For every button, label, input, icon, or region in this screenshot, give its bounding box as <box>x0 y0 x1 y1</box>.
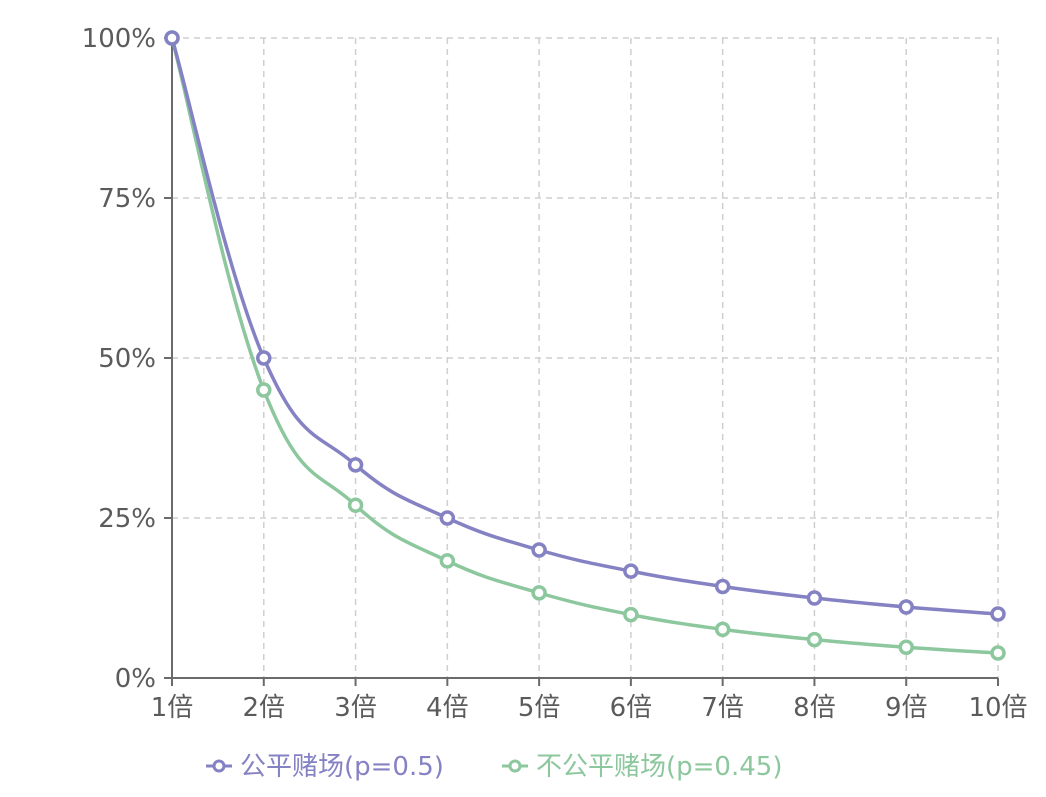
x-tick-label: 1倍 <box>151 693 194 723</box>
data-point <box>898 599 914 615</box>
legend-item-1: 公平赌场(p=0.5) <box>206 752 444 782</box>
tick-labels: 0% 25% 50% 75% 100% 1倍 2倍 3倍 4倍 5倍 6倍 7倍 8倍 9倍 10倍 <box>82 24 1028 723</box>
data-point <box>623 606 639 623</box>
data-point <box>714 578 731 595</box>
data-point <box>347 457 364 473</box>
data-point <box>806 631 823 648</box>
data-point <box>347 497 364 513</box>
series <box>164 30 1006 661</box>
data-point <box>439 553 456 569</box>
y-tick-label: 100% <box>82 24 156 54</box>
data-point <box>256 382 272 398</box>
series-1 <box>164 30 1006 622</box>
data-point <box>623 563 639 579</box>
legend-marker-icon <box>508 759 522 773</box>
data-point <box>439 510 456 526</box>
x-tick-label: 9倍 <box>885 693 928 723</box>
x-tick-label: 4倍 <box>426 693 469 723</box>
y-tick-label: 50% <box>98 344 156 374</box>
y-tick-label: 25% <box>98 504 156 534</box>
x-tick-label: 3倍 <box>334 693 377 723</box>
legend-label: 不公平赌场(p=0.45) <box>536 752 782 782</box>
y-tick-label: 75% <box>98 184 156 214</box>
data-point <box>531 542 547 558</box>
legend: 公平赌场(p=0.5) 不公平赌场(p=0.45) <box>206 752 782 782</box>
data-point <box>714 621 731 638</box>
x-tick-label: 10倍 <box>968 693 1027 723</box>
x-tick-label: 7倍 <box>701 693 744 723</box>
legend-marker-icon <box>212 759 226 773</box>
data-point <box>990 645 1006 661</box>
data-point <box>256 350 272 366</box>
axes <box>164 37 999 686</box>
series-2 <box>164 30 1006 661</box>
legend-item-2: 不公平赌场(p=0.45) <box>502 752 782 782</box>
y-tick-label: 0% <box>115 664 156 694</box>
series-line <box>170 36 1000 616</box>
legend-label: 公平赌场(p=0.5) <box>240 752 444 782</box>
x-tick-label: 6倍 <box>610 693 653 723</box>
data-point <box>164 30 180 46</box>
data-point <box>806 590 823 606</box>
data-point <box>531 585 547 601</box>
data-point <box>990 606 1006 622</box>
x-tick-label: 8倍 <box>793 693 836 723</box>
x-tick-label: 5倍 <box>518 693 561 723</box>
data-point <box>898 639 914 656</box>
x-tick-label: 2倍 <box>243 693 286 723</box>
grid <box>172 37 999 678</box>
